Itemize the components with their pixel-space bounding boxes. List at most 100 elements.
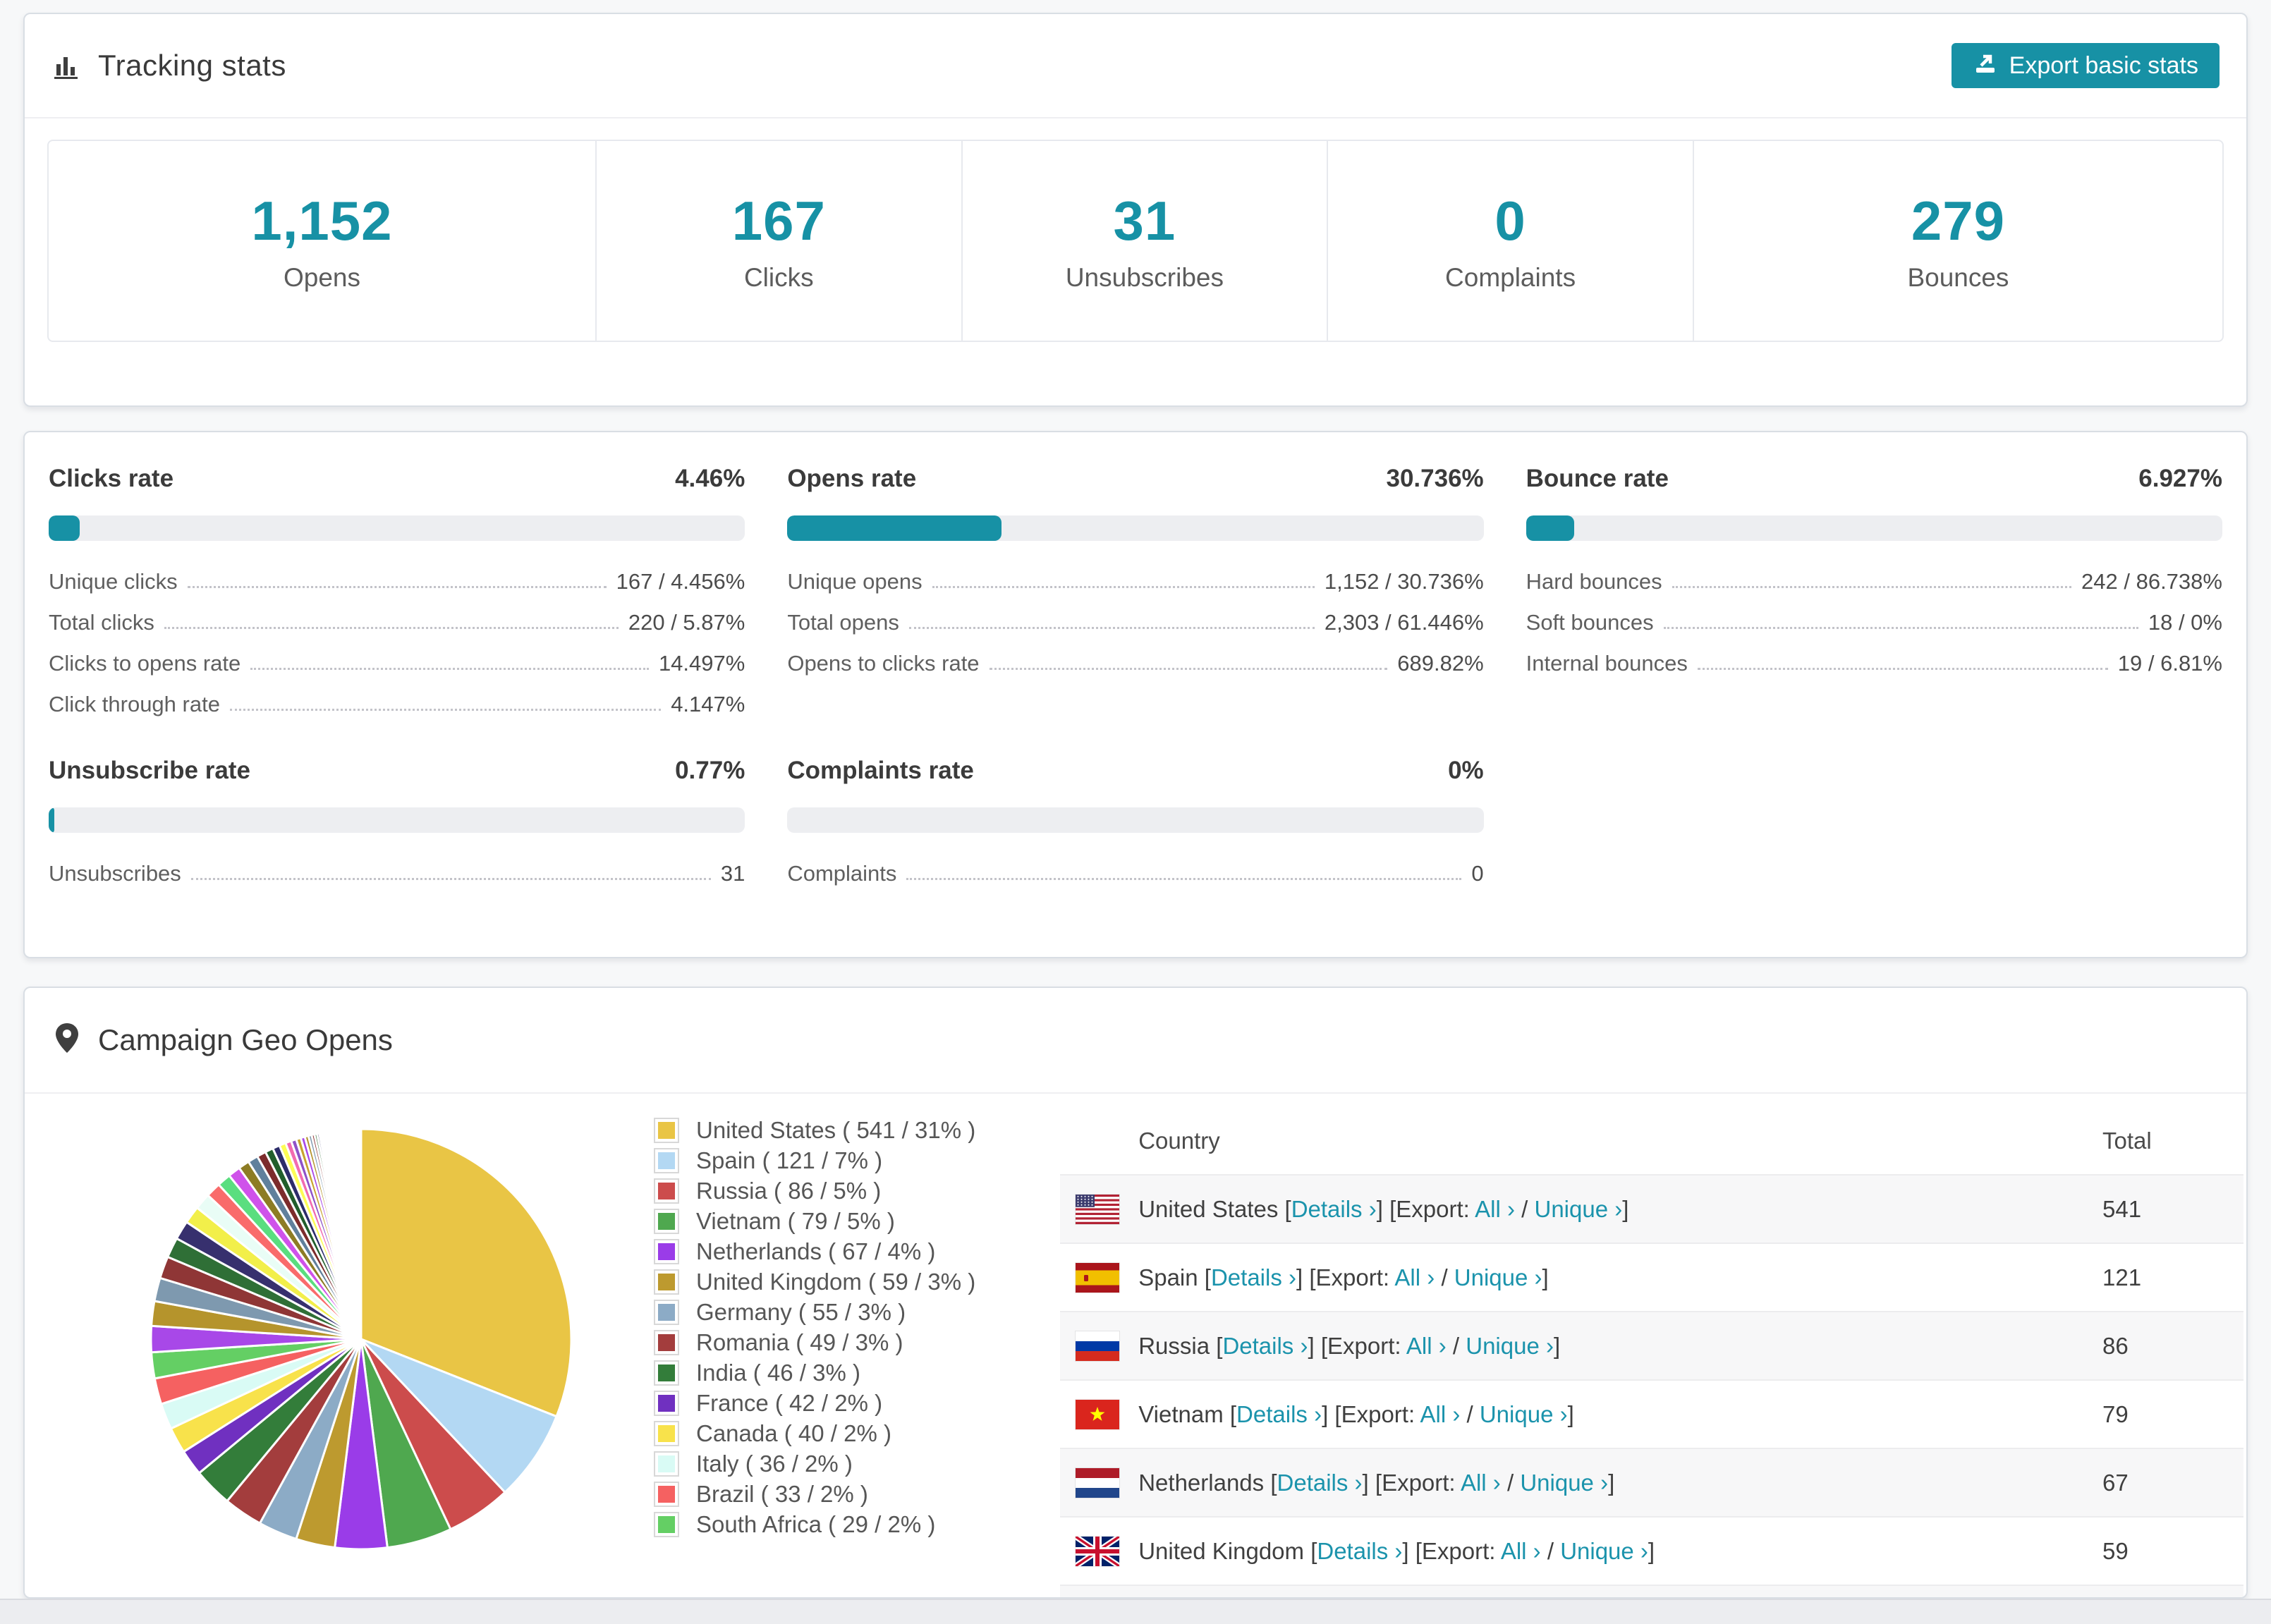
legend-swatch	[654, 1390, 679, 1416]
rate-title-label: Complaints rate	[787, 757, 974, 784]
export-all-link[interactable]: All ›	[1460, 1469, 1501, 1496]
legend-swatch	[654, 1178, 679, 1204]
export-unique-link[interactable]: Unique ›	[1560, 1537, 1648, 1564]
table-row-uk: United Kingdom [Details ›] [Export: All …	[1060, 1517, 2243, 1585]
country-name: Russia	[1138, 1332, 1210, 1359]
summary-stat-opens: 1,152 Opens	[49, 141, 595, 341]
germany-flag-icon	[1060, 1586, 1119, 1597]
rate-row-label: Opens to clicks rate	[787, 651, 980, 676]
slash: /	[1521, 1195, 1528, 1222]
bracket: ]	[1648, 1537, 1655, 1564]
rates-grid: Clicks rate 4.46% Unique clicks 167 / 4.456…	[25, 432, 2246, 957]
rate-row: Unique opens 1,152 / 30.736%	[787, 554, 1483, 594]
rate-progress-bar	[49, 515, 745, 541]
rate-row-value: 4.147%	[671, 692, 745, 716]
rate-row-label: Total opens	[787, 610, 899, 635]
russia-flag-icon	[1076, 1331, 1137, 1361]
export-icon	[1973, 50, 1998, 82]
country-cell: United States [Details ›] [Export: All ›…	[1138, 1175, 2032, 1243]
bracket: [	[1204, 1264, 1211, 1290]
rate-rows: Unique opens 1,152 / 30.736% Total opens 2,…	[787, 554, 1483, 676]
rate-progress-fill	[787, 515, 1001, 541]
pie-slice	[330, 1130, 363, 1341]
rate-row: Click through rate 4.147%	[49, 676, 745, 717]
export-unique-link[interactable]: Unique ›	[1520, 1469, 1609, 1496]
dotted-leader	[1663, 627, 2138, 629]
bracket: [	[1375, 1469, 1382, 1496]
bracket: [	[1229, 1400, 1237, 1427]
legend-item: Spain ( 121 / 7% )	[654, 1145, 975, 1176]
dotted-leader	[187, 586, 607, 588]
country-cell: Vietnam [Details ›] [Export: All › / Uni…	[1138, 1380, 2032, 1448]
bracket: ]	[1542, 1264, 1549, 1290]
rate-row: Opens to clicks rate 689.82%	[787, 635, 1483, 676]
dotted-leader	[908, 627, 1315, 629]
table-row-russia: Russia [Details ›] [Export: All › / Uniq…	[1060, 1312, 2243, 1380]
uk-flag-icon	[1076, 1536, 1137, 1566]
export-unique-link[interactable]: Unique ›	[1454, 1264, 1542, 1290]
export-unique-link[interactable]: Unique ›	[1466, 1332, 1554, 1359]
bracket: [	[1270, 1469, 1277, 1496]
export-button-label: Export basic stats	[2009, 51, 2198, 79]
bracket: [	[1334, 1400, 1341, 1427]
legend-item: India ( 46 / 3% )	[654, 1357, 975, 1388]
summary-stat-value: 31	[1113, 190, 1176, 252]
summary-stat-value: 1,152	[251, 190, 393, 252]
legend-label: Brazil ( 33 / 2% )	[696, 1480, 868, 1507]
rate-row-label: Unique opens	[787, 569, 923, 594]
geo-table-wrap: Country Total United States [Details ›] …	[1060, 1108, 2243, 1597]
country-name: United States	[1138, 1195, 1279, 1222]
details-link[interactable]: Details ›	[1277, 1469, 1363, 1496]
table-row-netherlands: Netherlands [Details ›] [Export: All › /…	[1060, 1448, 2243, 1517]
vietnam-flag-icon	[1076, 1399, 1137, 1429]
details-link[interactable]: Details ›	[1210, 1264, 1296, 1290]
total-cell: 79	[2102, 1400, 2129, 1427]
table-row-us: United States [Details ›] [Export: All ›…	[1060, 1175, 2243, 1243]
legend-swatch	[654, 1117, 679, 1143]
legend-item: Germany ( 55 / 3% )	[654, 1297, 975, 1327]
rate-row-value: 242 / 86.738%	[2081, 569, 2222, 594]
rate-row-label: Internal bounces	[1526, 651, 1688, 676]
us-flag-icon	[1076, 1194, 1137, 1224]
country-cell: Spain [Details ›] [Export: All › / Uniqu…	[1138, 1243, 2032, 1312]
dotted-leader	[906, 878, 1462, 880]
details-link[interactable]: Details ›	[1291, 1195, 1377, 1222]
rate-row: Soft bounces 18 / 0%	[1526, 594, 2222, 635]
export-all-link[interactable]: All ›	[1500, 1537, 1541, 1564]
rate-title-value: 6.927%	[2138, 465, 2222, 492]
legend-label: South Africa ( 29 / 2% )	[696, 1510, 936, 1537]
rate-progress-bar	[1526, 515, 2222, 541]
details-link[interactable]: Details ›	[1222, 1332, 1308, 1359]
export-all-link[interactable]: All ›	[1406, 1332, 1447, 1359]
bracket: [	[1284, 1195, 1291, 1222]
rate-row-label: Total clicks	[49, 610, 154, 635]
legend-label: Germany ( 55 / 3% )	[696, 1298, 906, 1325]
export-all-link[interactable]: All ›	[1420, 1400, 1461, 1427]
rate-row: Unique clicks 167 / 4.456%	[49, 554, 745, 594]
bracket: ]	[1362, 1469, 1369, 1496]
rate-row: Total opens 2,303 / 61.446%	[787, 594, 1483, 635]
details-link[interactable]: Details ›	[1236, 1400, 1322, 1427]
slash: /	[1547, 1537, 1554, 1564]
rate-block-clicks-rate: Clicks rate 4.46% Unique clicks 167 / 4.456…	[49, 465, 745, 717]
rate-title-label: Clicks rate	[49, 465, 174, 492]
export-basic-stats-button[interactable]: Export basic stats	[1951, 43, 2220, 88]
page-title: Tracking stats	[98, 49, 286, 82]
export-all-link[interactable]: All ›	[1475, 1195, 1515, 1222]
slash: /	[1506, 1469, 1514, 1496]
country-column-header: Country	[1138, 1128, 1220, 1154]
details-link[interactable]: Details ›	[1317, 1537, 1403, 1564]
export-unique-link[interactable]: Unique ›	[1479, 1400, 1568, 1427]
summary-stat-label: Complaints	[1445, 263, 1576, 292]
bottom-strip	[0, 1599, 2271, 1624]
country-cell: United Kingdom [Details ›] [Export: All …	[1138, 1517, 2032, 1585]
export-all-link[interactable]: All ›	[1394, 1264, 1435, 1290]
tracking-stats-header: Tracking stats Export basic stats	[25, 14, 2246, 118]
export-unique-link[interactable]: Unique ›	[1534, 1195, 1623, 1222]
rate-row: Internal bounces 19 / 6.81%	[1526, 635, 2222, 676]
legend-swatch	[654, 1299, 679, 1325]
summary-stat-bounces: 279 Bounces	[1692, 141, 2222, 341]
bracket: [	[1310, 1537, 1317, 1564]
summary-stat-label: Clicks	[743, 263, 814, 292]
rate-block-title-row: Complaints rate 0%	[787, 757, 1483, 785]
